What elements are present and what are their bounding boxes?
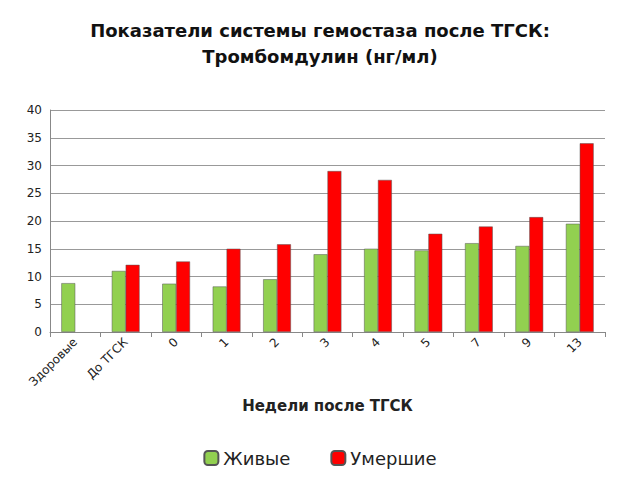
- svg-text:15: 15: [27, 242, 42, 256]
- svg-text:3: 3: [317, 335, 332, 350]
- svg-text:30: 30: [27, 159, 42, 173]
- svg-text:13: 13: [564, 335, 585, 356]
- svg-text:5: 5: [34, 297, 42, 311]
- svg-text:10: 10: [27, 270, 42, 284]
- svg-text:0: 0: [34, 325, 42, 339]
- svg-text:40: 40: [27, 103, 42, 117]
- svg-text:Здоровые: Здоровые: [26, 335, 80, 389]
- svg-text:1: 1: [216, 335, 231, 350]
- svg-text:0: 0: [166, 335, 181, 350]
- svg-text:Тромбомдулин (нг/мл): Тромбомдулин (нг/мл): [202, 46, 437, 67]
- svg-text:Показатели системы гемостаза п: Показатели системы гемостаза после ТГСК:: [90, 20, 550, 41]
- svg-text:4: 4: [368, 335, 383, 350]
- svg-text:9: 9: [519, 335, 534, 350]
- svg-text:20: 20: [27, 214, 42, 228]
- svg-text:35: 35: [27, 131, 42, 145]
- svg-text:7: 7: [469, 335, 484, 350]
- svg-text:25: 25: [27, 186, 42, 200]
- svg-text:Умершие: Умершие: [350, 448, 436, 469]
- svg-text:5: 5: [418, 335, 433, 350]
- svg-text:Недели после ТГСК: Недели после ТГСК: [242, 397, 413, 415]
- svg-text:До ТГСК: До ТГСК: [84, 335, 131, 382]
- svg-text:Живые: Живые: [223, 448, 290, 469]
- svg-text:2: 2: [267, 335, 282, 350]
